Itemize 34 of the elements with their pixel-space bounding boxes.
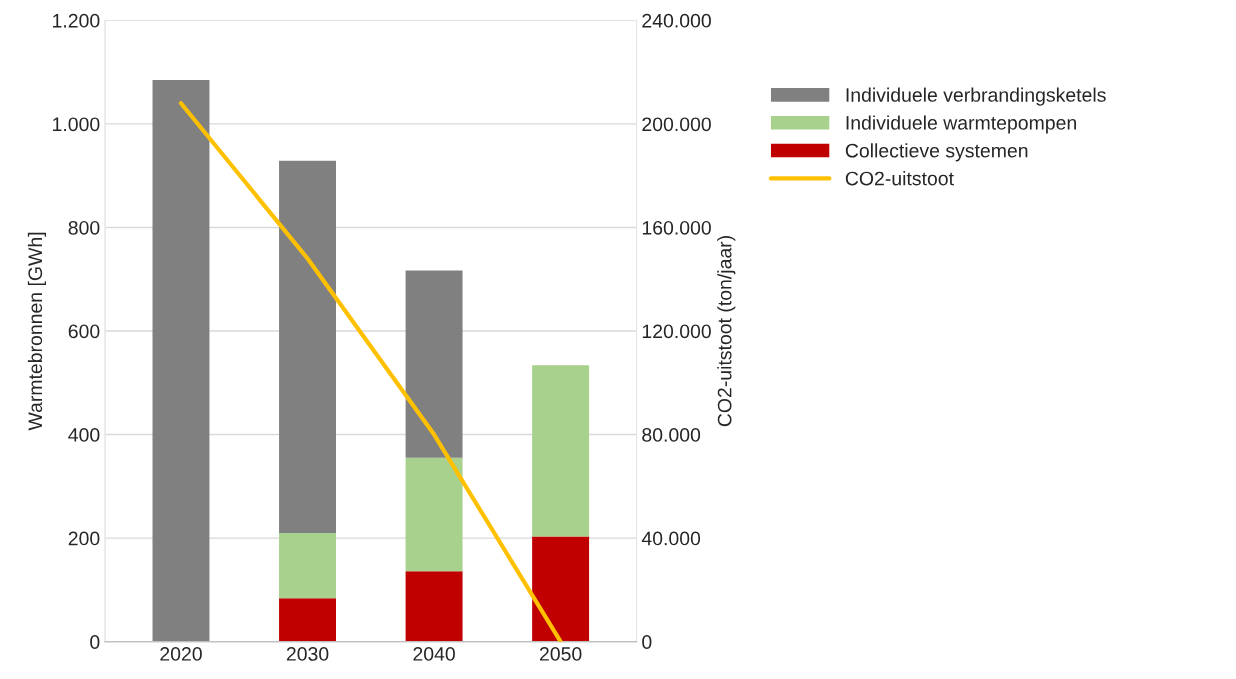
y-axis-title: Warmtebronnen [GWh] bbox=[27, 232, 46, 431]
x-tick-label: 2040 bbox=[413, 647, 455, 661]
x-tick-label: 2020 bbox=[160, 647, 202, 661]
bar bbox=[279, 160, 336, 533]
y2-tick-label: 200.000 bbox=[642, 117, 711, 132]
y-tick-label: 400 bbox=[68, 428, 100, 442]
y2-tick-label: 40.000 bbox=[641, 531, 701, 546]
bar bbox=[405, 571, 463, 642]
bar bbox=[532, 536, 590, 642]
legend-label: CO2-uitstoot bbox=[845, 171, 954, 186]
y2-axis-title: CO2-uitstoot (ton/jaar) bbox=[717, 236, 736, 427]
y2-tick-label: 80.000 bbox=[642, 428, 701, 442]
bar bbox=[405, 270, 463, 458]
line-series bbox=[178, 101, 563, 642]
bar bbox=[279, 598, 336, 642]
bar bbox=[152, 79, 210, 642]
bar bbox=[532, 365, 590, 537]
legend-label: Individuele verbrandingsketels bbox=[846, 87, 1106, 106]
y2-tick-label: 120.000 bbox=[642, 324, 711, 339]
y2-tick-label: 240.000 bbox=[642, 13, 711, 28]
bar bbox=[279, 532, 336, 599]
legend-label: Individuele warmtepompen bbox=[846, 115, 1076, 134]
y-tick-label: 800 bbox=[68, 220, 100, 235]
y2-tick-label: 160.000 bbox=[642, 220, 711, 235]
y-tick-label: 600 bbox=[68, 324, 100, 339]
y-tick-label: 1.200 bbox=[53, 13, 100, 28]
y-tick-label: 200 bbox=[68, 531, 100, 546]
x-tick-label: 2030 bbox=[286, 647, 329, 661]
y-tick-label: 1.000 bbox=[53, 117, 100, 132]
x-tick-label: 2050 bbox=[539, 647, 582, 661]
bar bbox=[405, 457, 463, 572]
y2-tick-label: 0 bbox=[642, 635, 652, 649]
y-tick-label: 0 bbox=[90, 635, 100, 649]
legend-label: Collectieve systemen bbox=[845, 143, 1028, 162]
